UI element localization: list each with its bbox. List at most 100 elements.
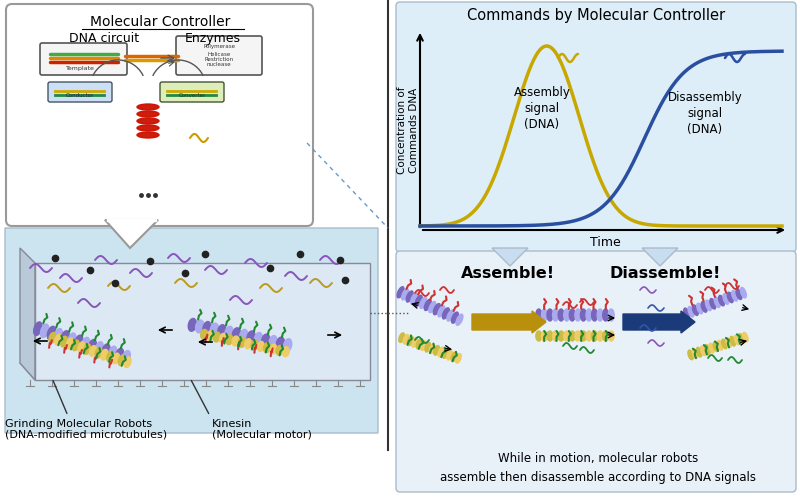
Ellipse shape xyxy=(402,289,409,300)
Polygon shape xyxy=(492,248,528,266)
Text: Template: Template xyxy=(66,66,94,71)
Ellipse shape xyxy=(49,333,56,343)
Text: (Molecular motor): (Molecular motor) xyxy=(212,429,312,439)
Ellipse shape xyxy=(251,340,258,350)
Ellipse shape xyxy=(553,331,558,341)
Text: Assembly
signal
(DNA): Assembly signal (DNA) xyxy=(514,86,570,130)
Ellipse shape xyxy=(203,322,211,334)
Ellipse shape xyxy=(403,335,409,344)
Ellipse shape xyxy=(696,347,702,357)
Ellipse shape xyxy=(407,336,414,346)
Ellipse shape xyxy=(608,309,614,321)
Ellipse shape xyxy=(570,309,575,321)
Text: Molecular Controller: Molecular Controller xyxy=(90,15,230,29)
Ellipse shape xyxy=(442,308,450,319)
Ellipse shape xyxy=(195,320,204,333)
Ellipse shape xyxy=(108,346,117,360)
Ellipse shape xyxy=(429,301,436,313)
Ellipse shape xyxy=(564,309,570,321)
Ellipse shape xyxy=(416,339,422,349)
Ellipse shape xyxy=(41,324,49,338)
Ellipse shape xyxy=(122,351,130,364)
Ellipse shape xyxy=(684,308,690,319)
FancyBboxPatch shape xyxy=(160,82,224,102)
Ellipse shape xyxy=(262,334,270,347)
Ellipse shape xyxy=(78,342,85,353)
Ellipse shape xyxy=(727,292,734,303)
Ellipse shape xyxy=(608,331,614,341)
Ellipse shape xyxy=(66,338,74,349)
Ellipse shape xyxy=(115,349,123,362)
Ellipse shape xyxy=(425,343,430,352)
Ellipse shape xyxy=(101,350,108,360)
Ellipse shape xyxy=(726,338,731,348)
Text: Assemble!: Assemble! xyxy=(461,265,555,280)
Ellipse shape xyxy=(542,309,547,321)
Ellipse shape xyxy=(106,351,114,362)
Ellipse shape xyxy=(455,354,462,363)
Ellipse shape xyxy=(581,309,586,321)
Ellipse shape xyxy=(95,348,102,358)
Polygon shape xyxy=(642,248,678,266)
Ellipse shape xyxy=(406,291,413,302)
Text: Commands by Molecular Controller: Commands by Molecular Controller xyxy=(467,7,725,22)
Ellipse shape xyxy=(254,333,262,345)
Ellipse shape xyxy=(547,309,553,321)
Ellipse shape xyxy=(710,299,716,309)
Ellipse shape xyxy=(84,344,90,355)
Ellipse shape xyxy=(421,341,426,351)
Text: Time: Time xyxy=(590,236,620,249)
Text: Restriction
nuclease: Restriction nuclease xyxy=(205,57,234,67)
FancyArrow shape xyxy=(472,311,546,333)
Ellipse shape xyxy=(269,336,277,349)
Text: Concentration of
Commands DNA: Concentration of Commands DNA xyxy=(397,86,419,174)
Ellipse shape xyxy=(692,349,698,359)
Ellipse shape xyxy=(61,331,69,344)
Polygon shape xyxy=(35,263,370,380)
Ellipse shape xyxy=(447,310,454,321)
Ellipse shape xyxy=(597,309,603,321)
Ellipse shape xyxy=(542,331,547,341)
Ellipse shape xyxy=(438,306,445,317)
FancyBboxPatch shape xyxy=(5,228,378,433)
Ellipse shape xyxy=(276,346,283,355)
FancyBboxPatch shape xyxy=(40,43,127,75)
Ellipse shape xyxy=(591,309,598,321)
Text: Grinding Molecular Robots: Grinding Molecular Robots xyxy=(5,419,152,429)
Ellipse shape xyxy=(736,289,742,299)
Ellipse shape xyxy=(82,337,90,351)
Ellipse shape xyxy=(553,309,558,321)
Ellipse shape xyxy=(415,295,422,306)
Ellipse shape xyxy=(188,318,196,331)
Ellipse shape xyxy=(558,331,564,341)
Ellipse shape xyxy=(137,118,159,124)
Ellipse shape xyxy=(438,347,444,357)
Ellipse shape xyxy=(714,297,720,307)
Text: Converter: Converter xyxy=(178,93,206,98)
Ellipse shape xyxy=(238,337,246,347)
Ellipse shape xyxy=(723,294,729,304)
Ellipse shape xyxy=(74,335,82,349)
Ellipse shape xyxy=(282,347,290,357)
Ellipse shape xyxy=(705,345,710,354)
Ellipse shape xyxy=(232,336,239,346)
Polygon shape xyxy=(20,248,35,380)
Text: Helicase: Helicase xyxy=(207,51,230,56)
FancyBboxPatch shape xyxy=(396,2,796,252)
Ellipse shape xyxy=(232,328,241,341)
Ellipse shape xyxy=(210,323,218,336)
Ellipse shape xyxy=(688,350,694,360)
Ellipse shape xyxy=(575,331,581,341)
Ellipse shape xyxy=(88,340,96,353)
Text: Diassemble!: Diassemble! xyxy=(610,265,721,280)
Ellipse shape xyxy=(586,331,592,341)
Text: Polymerase: Polymerase xyxy=(203,43,235,48)
Ellipse shape xyxy=(586,309,592,321)
Ellipse shape xyxy=(90,346,96,356)
Ellipse shape xyxy=(137,104,159,110)
Ellipse shape xyxy=(214,332,220,342)
Ellipse shape xyxy=(602,331,609,341)
Ellipse shape xyxy=(697,303,702,314)
Ellipse shape xyxy=(47,326,56,340)
Ellipse shape xyxy=(137,125,159,131)
